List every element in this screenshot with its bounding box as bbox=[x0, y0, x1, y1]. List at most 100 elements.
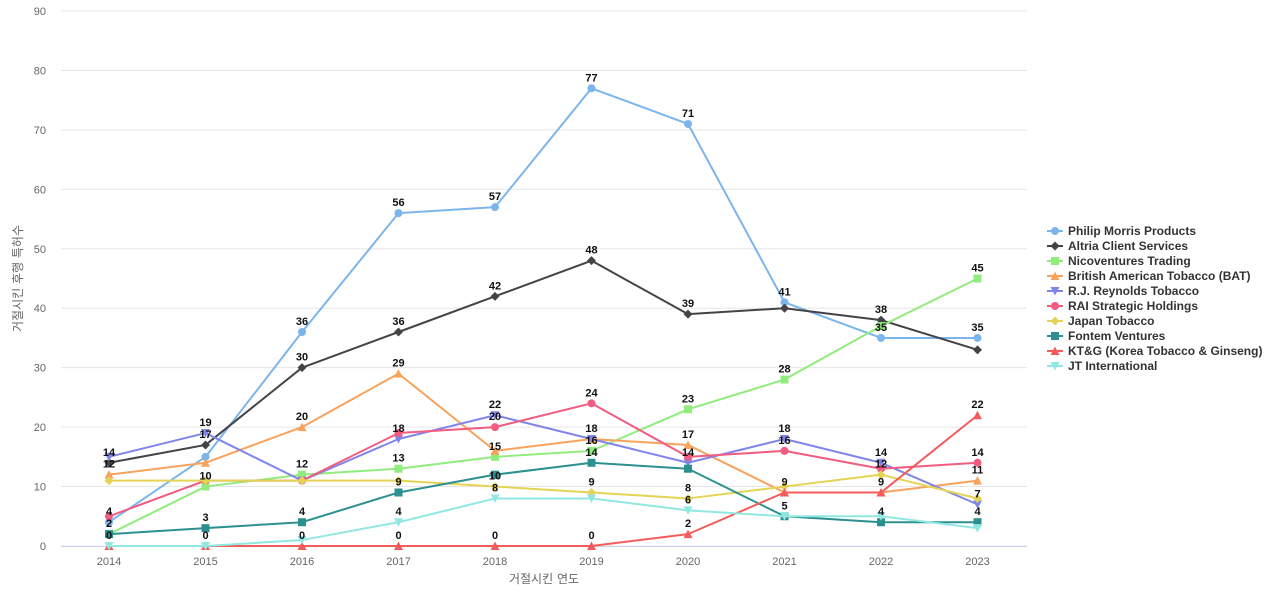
y-tick-label: 50 bbox=[34, 244, 46, 256]
x-tick-label: 2017 bbox=[386, 556, 410, 568]
series-9 bbox=[104, 494, 982, 551]
legend-label: KT&G (Korea Tobacco & Ginseng) bbox=[1068, 344, 1262, 358]
legend-item[interactable]: RAI Strategic Holdings bbox=[1047, 299, 1198, 313]
data-point bbox=[683, 506, 693, 515]
data-point bbox=[394, 209, 403, 218]
data-point bbox=[683, 458, 693, 468]
grid-lines bbox=[61, 10, 1027, 547]
data-point bbox=[587, 458, 596, 467]
data-label: 9 bbox=[878, 477, 884, 489]
data-point bbox=[297, 476, 307, 486]
data-point bbox=[201, 458, 210, 467]
legend-label: Nicoventures Trading bbox=[1068, 254, 1191, 268]
legend-label: RAI Strategic Holdings bbox=[1068, 299, 1198, 313]
data-point bbox=[201, 452, 210, 461]
data-label: 4 bbox=[395, 506, 402, 518]
x-tick-label: 2022 bbox=[869, 556, 893, 568]
data-point bbox=[973, 500, 982, 509]
y-tick-label: 30 bbox=[34, 363, 46, 375]
data-point bbox=[587, 256, 596, 266]
data-label: 14 bbox=[682, 447, 695, 459]
data-label: 38 bbox=[875, 304, 887, 316]
legend-label: Philip Morris Products bbox=[1068, 224, 1196, 238]
data-point bbox=[587, 494, 596, 503]
data-label: 4 bbox=[299, 506, 306, 518]
legend-item[interactable]: British American Tobacco (BAT) bbox=[1047, 269, 1250, 283]
data-point bbox=[587, 435, 596, 444]
data-label: 36 bbox=[392, 316, 404, 328]
data-label: 4 bbox=[974, 506, 981, 518]
legend-item[interactable]: Japan Tobacco bbox=[1047, 314, 1154, 328]
data-point bbox=[780, 446, 789, 455]
series-7 bbox=[105, 458, 982, 539]
data-point bbox=[394, 476, 403, 486]
data-label: 8 bbox=[685, 482, 691, 494]
legend-item[interactable]: Nicoventures Trading bbox=[1047, 254, 1191, 268]
data-label: 12 bbox=[296, 459, 308, 471]
data-point bbox=[973, 274, 982, 283]
legend-label: Japan Tobacco bbox=[1068, 314, 1154, 328]
legend-marker bbox=[1050, 287, 1060, 296]
series-4 bbox=[104, 411, 982, 509]
data-label: 12 bbox=[875, 459, 887, 471]
x-axis-ticks: 2014 2015 2016 2017 2018 2019 2020 2021 2022 2023 bbox=[97, 556, 990, 568]
y-axis-title: 거절시킨 후행 특허수 bbox=[10, 225, 25, 332]
data-label: 17 bbox=[199, 429, 211, 441]
data-label: 14 bbox=[585, 447, 598, 459]
data-point bbox=[587, 399, 596, 408]
data-point bbox=[490, 494, 500, 503]
data-point bbox=[491, 470, 499, 479]
data-point bbox=[973, 345, 982, 355]
data-point bbox=[201, 482, 210, 491]
data-label: 13 bbox=[392, 453, 404, 465]
legend-label: British American Tobacco (BAT) bbox=[1068, 269, 1250, 283]
legend-item[interactable]: Philip Morris Products bbox=[1047, 224, 1196, 238]
legend-marker bbox=[1050, 271, 1060, 280]
legend-item[interactable]: Fontem Ventures bbox=[1047, 329, 1166, 343]
data-point bbox=[201, 542, 210, 551]
data-point bbox=[297, 541, 307, 550]
legend-label: JT International bbox=[1068, 359, 1157, 373]
series-layer bbox=[104, 84, 982, 551]
data-label: 4 bbox=[106, 506, 113, 518]
data-label: 35 bbox=[875, 322, 887, 334]
data-label: 15 bbox=[489, 441, 501, 453]
legend-item[interactable]: Altria Client Services bbox=[1047, 239, 1188, 253]
x-tick-label: 2019 bbox=[579, 556, 603, 568]
data-point bbox=[490, 541, 500, 550]
data-label: 56 bbox=[392, 197, 404, 209]
data-point bbox=[105, 518, 113, 527]
legend-marker bbox=[1050, 316, 1060, 326]
data-point bbox=[973, 524, 982, 533]
data-point bbox=[683, 309, 693, 319]
data-point bbox=[876, 512, 886, 521]
data-label: 3 bbox=[202, 512, 208, 524]
data-point bbox=[394, 518, 403, 527]
data-point bbox=[394, 541, 403, 550]
data-label: 19 bbox=[199, 417, 211, 429]
series-line bbox=[108, 372, 979, 494]
data-point bbox=[490, 291, 500, 301]
data-label: 36 bbox=[296, 316, 308, 328]
data-label: 9 bbox=[781, 477, 787, 489]
data-label: 45 bbox=[971, 263, 983, 275]
data-point bbox=[780, 375, 789, 384]
data-label: 12 bbox=[103, 459, 115, 471]
data-label: 17 bbox=[682, 429, 694, 441]
legend-item[interactable]: KT&G (Korea Tobacco & Ginseng) bbox=[1047, 344, 1262, 358]
data-label: 11 bbox=[972, 465, 984, 477]
legend-label: R.J. Reynolds Tobacco bbox=[1068, 284, 1199, 298]
legend-item[interactable]: JT International bbox=[1047, 359, 1157, 373]
data-label: 4 bbox=[878, 506, 885, 518]
legend-marker bbox=[1051, 257, 1059, 265]
data-point bbox=[683, 440, 693, 449]
series-line bbox=[108, 414, 979, 547]
series-line bbox=[108, 461, 979, 536]
data-point bbox=[105, 530, 113, 539]
data-label: 24 bbox=[585, 387, 598, 399]
data-label: 0 bbox=[106, 530, 112, 542]
legend-item[interactable]: R.J. Reynolds Tobacco bbox=[1047, 284, 1199, 298]
data-label: 35 bbox=[971, 322, 983, 334]
data-point bbox=[684, 452, 692, 461]
legend-marker bbox=[1051, 227, 1059, 235]
